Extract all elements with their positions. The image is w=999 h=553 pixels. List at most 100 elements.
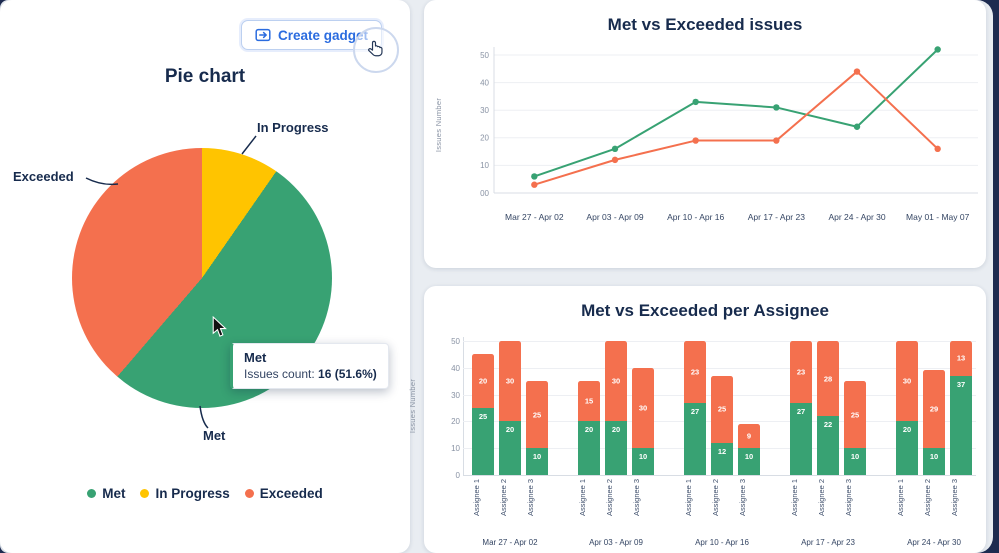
bar-value-label: 20 bbox=[584, 425, 594, 435]
stacked-bar[interactable]: 23 27 bbox=[790, 341, 812, 475]
y-tick-label: 30 bbox=[451, 390, 460, 400]
bars-row: 15 20 30 20 30 10 bbox=[578, 341, 654, 475]
create-gadget-button[interactable]: Create gadget bbox=[240, 20, 382, 50]
bar-exceeded-segment: 30 bbox=[605, 341, 627, 422]
stacked-bar[interactable]: 25 10 bbox=[844, 381, 866, 475]
x-axis-label: May 01 - May 07 bbox=[906, 212, 970, 222]
stacked-bar[interactable]: 25 10 bbox=[526, 381, 548, 475]
tooltip-value: 16 (51.6%) bbox=[318, 367, 377, 381]
bar-gadget-card: Met vs Exceeded per Assignee Issues Numb… bbox=[408, 286, 986, 553]
group-date-label: Apr 24 - Apr 30 bbox=[907, 538, 961, 547]
stacked-bar[interactable]: 13 37 bbox=[950, 341, 972, 475]
tooltip-series-name: Met bbox=[244, 350, 267, 365]
x-axis-label: Apr 17 - Apr 23 bbox=[747, 212, 805, 222]
bar-met-segment: 10 bbox=[923, 448, 945, 475]
svg-text:00: 00 bbox=[480, 189, 489, 198]
legend-item[interactable]: Exceeded bbox=[244, 486, 323, 501]
y-tick-label: 0 bbox=[455, 471, 460, 480]
legend-label: Exceeded bbox=[259, 486, 323, 501]
legend-item[interactable]: In Progress bbox=[140, 486, 230, 501]
line-point[interactable] bbox=[773, 104, 780, 111]
bar-met-segment: 10 bbox=[738, 448, 760, 475]
svg-text:50: 50 bbox=[480, 51, 489, 60]
line-point[interactable] bbox=[853, 123, 861, 130]
line-point[interactable] bbox=[692, 98, 699, 106]
group-date-label: Apr 03 - Apr 09 bbox=[589, 538, 643, 547]
bar-value-label: 20 bbox=[611, 425, 621, 435]
line-point[interactable] bbox=[531, 173, 538, 180]
bar-met-segment: 20 bbox=[578, 421, 600, 475]
bar-exceeded-segment: 25 bbox=[526, 381, 548, 449]
bar-groups: 20 25 30 20 25 10 Assignee 1 Assignee 2 Assignee… bbox=[472, 341, 972, 547]
bar-value-label: 22 bbox=[823, 420, 833, 430]
line-point[interactable] bbox=[773, 137, 780, 144]
bar-value-label: 25 bbox=[532, 410, 542, 420]
assignee-label: Assignee 2 bbox=[605, 479, 614, 517]
line-point[interactable] bbox=[934, 46, 941, 53]
legend-label: In Progress bbox=[155, 486, 230, 501]
stacked-bar[interactable]: 23 27 bbox=[684, 341, 706, 475]
pie-legend: Met In Progress Exceeded bbox=[0, 486, 410, 501]
assignee-row: Assignee 1 Assignee 2 Assignee 3 bbox=[472, 479, 548, 537]
bar-exceeded-segment: 30 bbox=[632, 367, 654, 449]
bar-value-label: 9 bbox=[746, 431, 752, 441]
bar-y-axis-line bbox=[463, 337, 464, 475]
bar-value-label: 10 bbox=[850, 452, 860, 462]
bar-met-segment: 27 bbox=[790, 402, 812, 475]
line-point[interactable] bbox=[934, 145, 941, 153]
bar-value-label: 25 bbox=[850, 410, 860, 420]
line-x-labels: Mar 27 - Apr 02 Apr 03 - Apr 09 Apr 10 - A… bbox=[494, 212, 978, 222]
stacked-bar[interactable]: 30 20 bbox=[896, 341, 918, 475]
bar-met-segment: 10 bbox=[526, 448, 548, 475]
create-gadget-label: Create gadget bbox=[277, 27, 368, 43]
assignee-label: Assignee 1 bbox=[578, 479, 587, 517]
bar-value-label: 10 bbox=[744, 452, 754, 462]
bar-value-label: 37 bbox=[956, 379, 966, 389]
stacked-bar[interactable]: 25 12 bbox=[711, 375, 733, 475]
bar-value-label: 27 bbox=[796, 406, 806, 416]
bar-met-segment: 10 bbox=[632, 448, 654, 475]
stacked-bar[interactable]: 28 22 bbox=[817, 341, 839, 475]
bar-group: 23 27 28 22 25 10 Assignee 1 Assignee 2 Assignee… bbox=[790, 341, 866, 547]
gridline bbox=[463, 367, 976, 369]
y-tick-label: 10 bbox=[451, 444, 460, 454]
assignee-row: Assignee 1 Assignee 2 Assignee 3 bbox=[684, 479, 760, 537]
line-chart-area: Issues Number 00 10 20 30 40 50 Mar 27 - Apr … bbox=[434, 43, 978, 222]
line-y-axis-title: Issues Number bbox=[434, 98, 443, 153]
pie-gadget-card: Create gadget Pie chart In Progress Exce… bbox=[0, 0, 410, 553]
assignee-label: Assignee 2 bbox=[923, 479, 932, 517]
bar-exceeded-segment: 9 bbox=[738, 424, 760, 449]
bar-value-label: 10 bbox=[638, 452, 648, 462]
stacked-bar[interactable]: 9 10 bbox=[738, 424, 760, 475]
line-point[interactable] bbox=[611, 156, 619, 164]
stacked-bar[interactable]: 30 20 bbox=[605, 341, 627, 475]
pie-tooltip: Met Issues count: 16 (51.6%) bbox=[230, 343, 389, 389]
line-point[interactable] bbox=[692, 137, 699, 144]
group-date-label: Apr 10 - Apr 16 bbox=[695, 538, 749, 547]
stacked-bar[interactable]: 15 20 bbox=[578, 381, 600, 475]
bar-value-label: 25 bbox=[478, 412, 488, 421]
bar-met-segment: 12 bbox=[711, 442, 733, 475]
line-chart-svg: 00 10 20 30 40 50 bbox=[480, 46, 978, 198]
svg-text:40: 40 bbox=[480, 78, 489, 87]
bar-value-label: 23 bbox=[796, 367, 806, 377]
line-point[interactable] bbox=[853, 68, 861, 75]
assignee-row: Assignee 1 Assignee 2 Assignee 3 bbox=[578, 479, 654, 537]
stacked-bar[interactable]: 20 25 bbox=[472, 354, 494, 475]
bar-group: 30 20 29 10 13 37 Assignee 1 Assignee 2 Assignee… bbox=[896, 341, 972, 547]
line-point[interactable] bbox=[531, 181, 538, 188]
line-point[interactable] bbox=[611, 145, 619, 153]
stacked-bar[interactable]: 30 10 bbox=[632, 367, 654, 475]
bar-met-segment: 37 bbox=[950, 375, 972, 475]
stacked-bar[interactable]: 30 20 bbox=[499, 341, 521, 475]
assignee-label: Assignee 3 bbox=[632, 479, 641, 517]
bar-chart-area: Issues Number 20 25 30 20 25 10 Assignee 1 Assi… bbox=[408, 335, 986, 547]
legend-dot bbox=[140, 489, 150, 498]
assignee-label: Assignee 1 bbox=[472, 479, 481, 517]
bar-met-segment: 22 bbox=[817, 416, 839, 475]
legend-item[interactable]: Met bbox=[87, 486, 125, 501]
pie-label-met: Met bbox=[203, 428, 226, 443]
bar-chart-plot: 20 25 30 20 25 10 Assignee 1 Assignee 2 Assignee… bbox=[451, 337, 976, 547]
stacked-bar[interactable]: 29 10 bbox=[923, 370, 945, 475]
